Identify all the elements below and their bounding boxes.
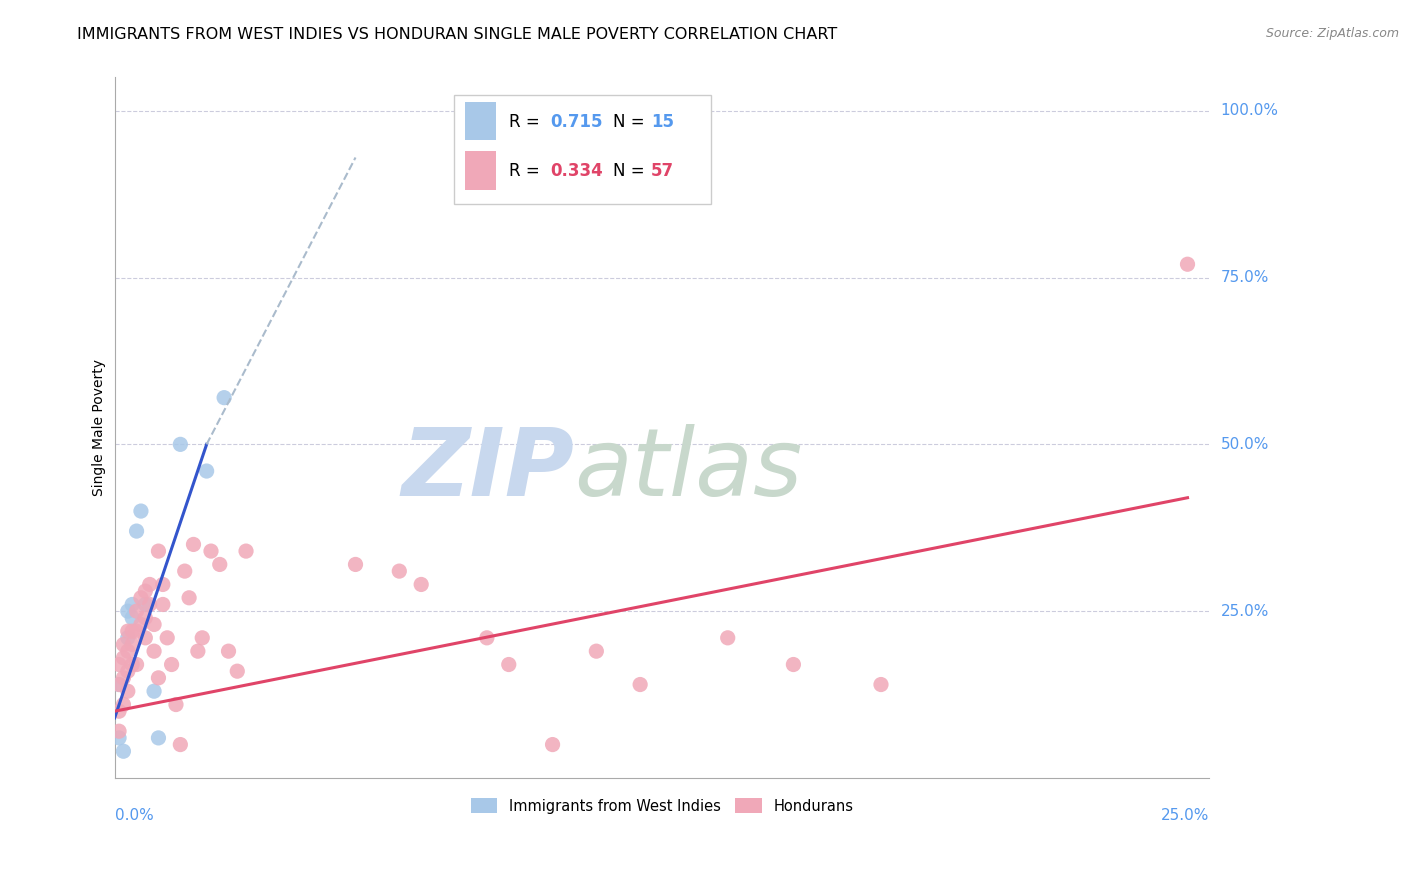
Text: ZIP: ZIP [402,424,575,516]
Point [388,564,411,578]
Point [344,558,367,572]
Point [112,671,135,685]
Text: atlas: atlas [575,425,803,516]
Text: R =: R = [509,112,544,130]
Point [191,631,214,645]
Point [183,537,205,551]
Text: 0.0%: 0.0% [115,808,153,823]
Point [117,604,139,618]
Point [143,644,166,658]
Point [108,724,131,739]
Point [208,558,231,572]
Point [129,504,152,518]
Point [628,677,651,691]
Text: 15: 15 [651,112,673,130]
Point [121,638,143,652]
Text: R =: R = [509,161,544,179]
Point [121,598,143,612]
Point [156,631,179,645]
Point [143,684,166,698]
FancyBboxPatch shape [454,95,711,203]
Point [195,464,218,478]
Point [134,611,156,625]
Point [108,657,131,672]
Point [138,577,160,591]
Point [475,631,498,645]
Point [125,624,148,639]
Point [169,437,191,451]
FancyBboxPatch shape [465,102,496,140]
Point [173,564,195,578]
Point [870,677,893,691]
Point [235,544,257,558]
Point [152,598,174,612]
Point [117,664,139,678]
Point [129,617,152,632]
Point [411,577,433,591]
Point [200,544,222,558]
Point [117,631,139,645]
Point [148,671,170,685]
Point [165,698,187,712]
Text: N =: N = [613,112,650,130]
Point [143,617,166,632]
Point [125,657,148,672]
Y-axis label: Single Male Poverty: Single Male Poverty [93,359,107,496]
Point [108,677,131,691]
Text: 50.0%: 50.0% [1220,437,1268,452]
Point [125,524,148,538]
Point [160,657,183,672]
Point [117,624,139,639]
Point [125,604,148,618]
Text: 0.715: 0.715 [550,112,603,130]
Point [148,544,170,558]
Text: 57: 57 [651,161,675,179]
Point [121,657,143,672]
Point [782,657,804,672]
FancyBboxPatch shape [465,151,496,189]
Point [134,584,156,599]
Point [108,704,131,718]
Point [112,698,135,712]
Point [177,591,200,605]
Point [134,631,156,645]
Text: 100.0%: 100.0% [1220,103,1278,119]
Text: 75.0%: 75.0% [1220,270,1268,285]
Point [129,591,152,605]
Point [121,611,143,625]
Point [585,644,607,658]
Point [1177,257,1199,271]
Point [187,644,209,658]
Point [717,631,740,645]
Point [134,598,156,612]
Legend: Immigrants from West Indies, Hondurans: Immigrants from West Indies, Hondurans [465,793,859,820]
Point [152,577,174,591]
Point [148,731,170,745]
Text: Source: ZipAtlas.com: Source: ZipAtlas.com [1265,27,1399,40]
Point [112,650,135,665]
Point [117,684,139,698]
Point [169,738,191,752]
Point [498,657,520,672]
Point [226,664,249,678]
Point [218,644,240,658]
Point [121,624,143,639]
Point [541,738,564,752]
Text: 25.0%: 25.0% [1161,808,1209,823]
Point [117,644,139,658]
Point [138,598,160,612]
Text: IMMIGRANTS FROM WEST INDIES VS HONDURAN SINGLE MALE POVERTY CORRELATION CHART: IMMIGRANTS FROM WEST INDIES VS HONDURAN … [77,27,838,42]
Text: 25.0%: 25.0% [1220,604,1268,619]
Point [112,638,135,652]
Text: 0.334: 0.334 [550,161,603,179]
Point [108,731,131,745]
Point [108,677,131,691]
Text: N =: N = [613,161,650,179]
Point [112,744,135,758]
Point [212,391,235,405]
